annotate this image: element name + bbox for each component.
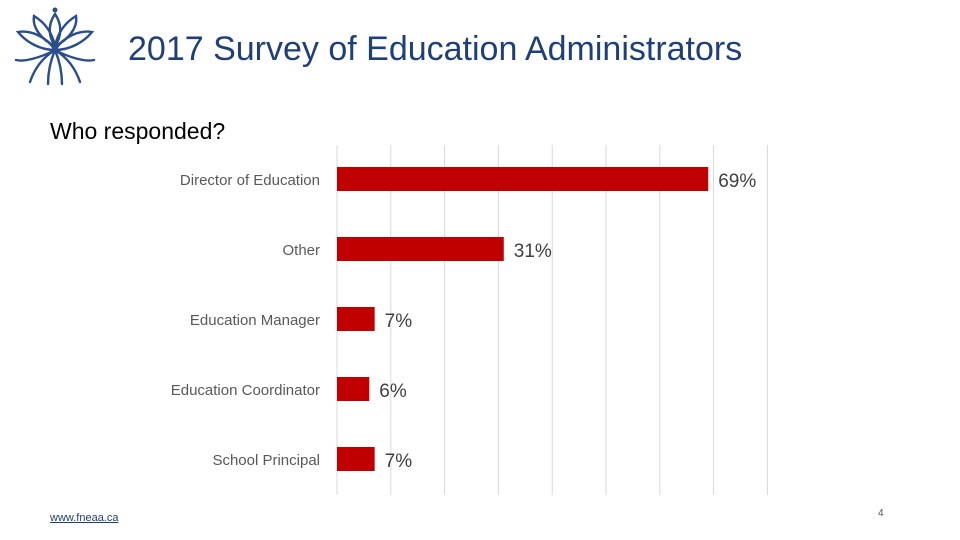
bar: [337, 237, 504, 261]
value-label: 69%: [718, 171, 756, 192]
category-label: School Principal: [212, 452, 320, 469]
value-labels: 69% 31% 7% 6% 7%: [379, 171, 756, 472]
footer-website-link[interactable]: www.fneaa.ca: [50, 512, 119, 524]
value-label: 7%: [385, 311, 413, 332]
category-label: Education Coordinator: [171, 382, 320, 399]
slide-title: 2017 Survey of Education Administrators: [128, 30, 743, 68]
value-label: 31%: [514, 241, 552, 262]
value-label: 7%: [385, 451, 413, 472]
category-label: Education Manager: [190, 312, 320, 329]
chart-bars: [337, 167, 709, 471]
lotus-logo-icon: [14, 7, 96, 86]
bar: [337, 447, 375, 471]
category-labels: Director of Education Other Education Mana…: [171, 172, 320, 469]
slide-subtitle: Who responded?: [50, 118, 226, 144]
category-label: Other: [282, 242, 320, 259]
chart-gridlines: [336, 145, 768, 495]
value-label: 6%: [379, 381, 407, 402]
category-label: Director of Education: [180, 172, 320, 189]
bar: [337, 167, 709, 191]
page-number: 4: [878, 508, 884, 519]
bar: [337, 377, 370, 401]
bar: [337, 307, 375, 331]
